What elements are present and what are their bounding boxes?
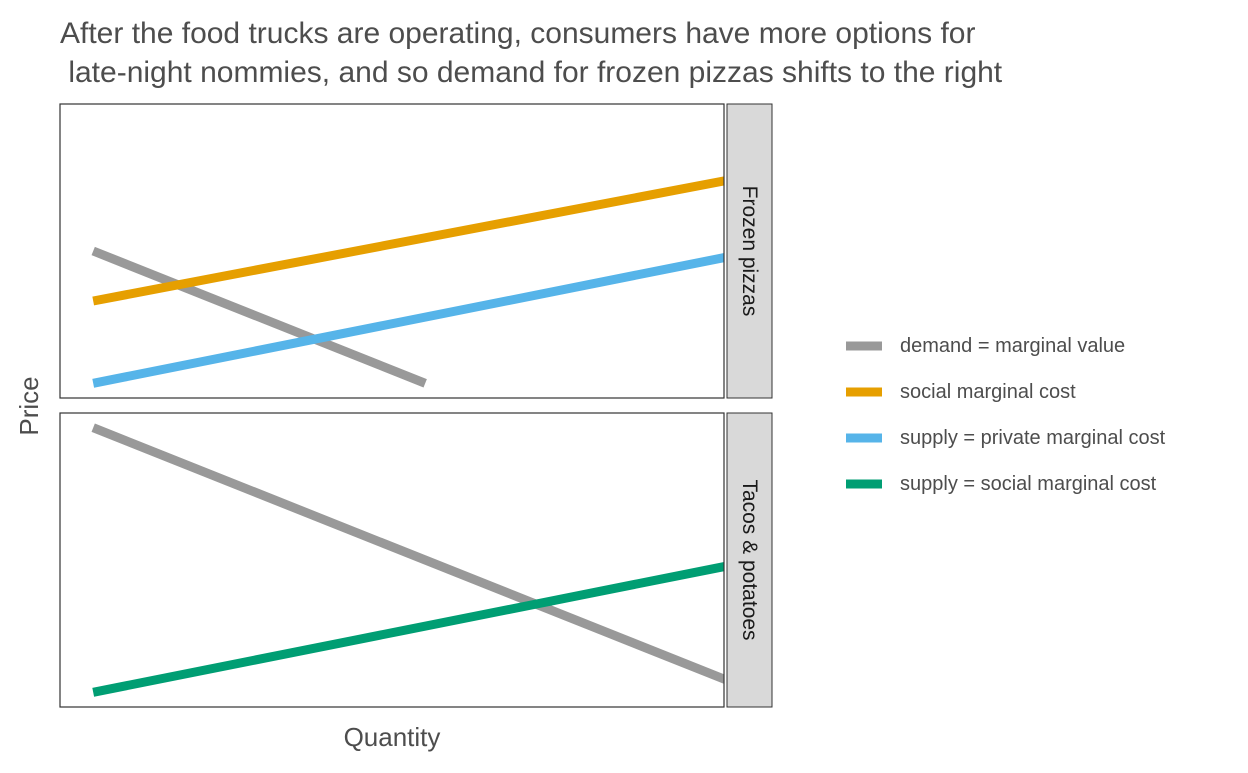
facet-strip-label: Frozen pizzas	[738, 186, 761, 317]
legend-item: supply = social marginal cost	[846, 473, 1157, 495]
facet-strip-label: Tacos & potatoes	[738, 479, 761, 640]
series-group	[91, 176, 724, 388]
series-line	[92, 562, 724, 697]
chart-title: After the food trucks are operating, con…	[60, 17, 1003, 89]
legend-item: supply = private marginal cost	[846, 427, 1166, 449]
legend-label: demand = marginal value	[900, 335, 1125, 357]
chart-title-line: late-night nommies, and so demand for fr…	[60, 56, 1003, 89]
chart-panels: Frozen pizzas Tacos & potatoes	[59, 103, 773, 708]
panel-border	[59, 103, 725, 399]
series-group	[91, 423, 724, 697]
legend-item: social marginal cost	[846, 381, 1076, 403]
series-line	[92, 253, 724, 388]
x-axis-label: Quantity	[344, 722, 441, 752]
facet-panel: Tacos & potatoes	[59, 412, 773, 708]
legend: demand = marginal value social marginal c…	[846, 335, 1166, 495]
legend-label: supply = private marginal cost	[900, 427, 1166, 449]
series-line	[91, 246, 427, 388]
series-line	[91, 423, 724, 684]
legend-item: demand = marginal value	[846, 335, 1125, 357]
chart-title-line: After the food trucks are operating, con…	[60, 17, 975, 50]
panel-border	[59, 412, 725, 708]
y-axis-label: Price	[14, 376, 44, 435]
series-line	[92, 176, 724, 306]
facet-panel: Frozen pizzas	[59, 103, 773, 399]
facet-strip	[726, 103, 773, 399]
legend-label: supply = social marginal cost	[900, 473, 1157, 495]
facet-strip	[726, 412, 773, 708]
legend-label: social marginal cost	[900, 381, 1076, 403]
